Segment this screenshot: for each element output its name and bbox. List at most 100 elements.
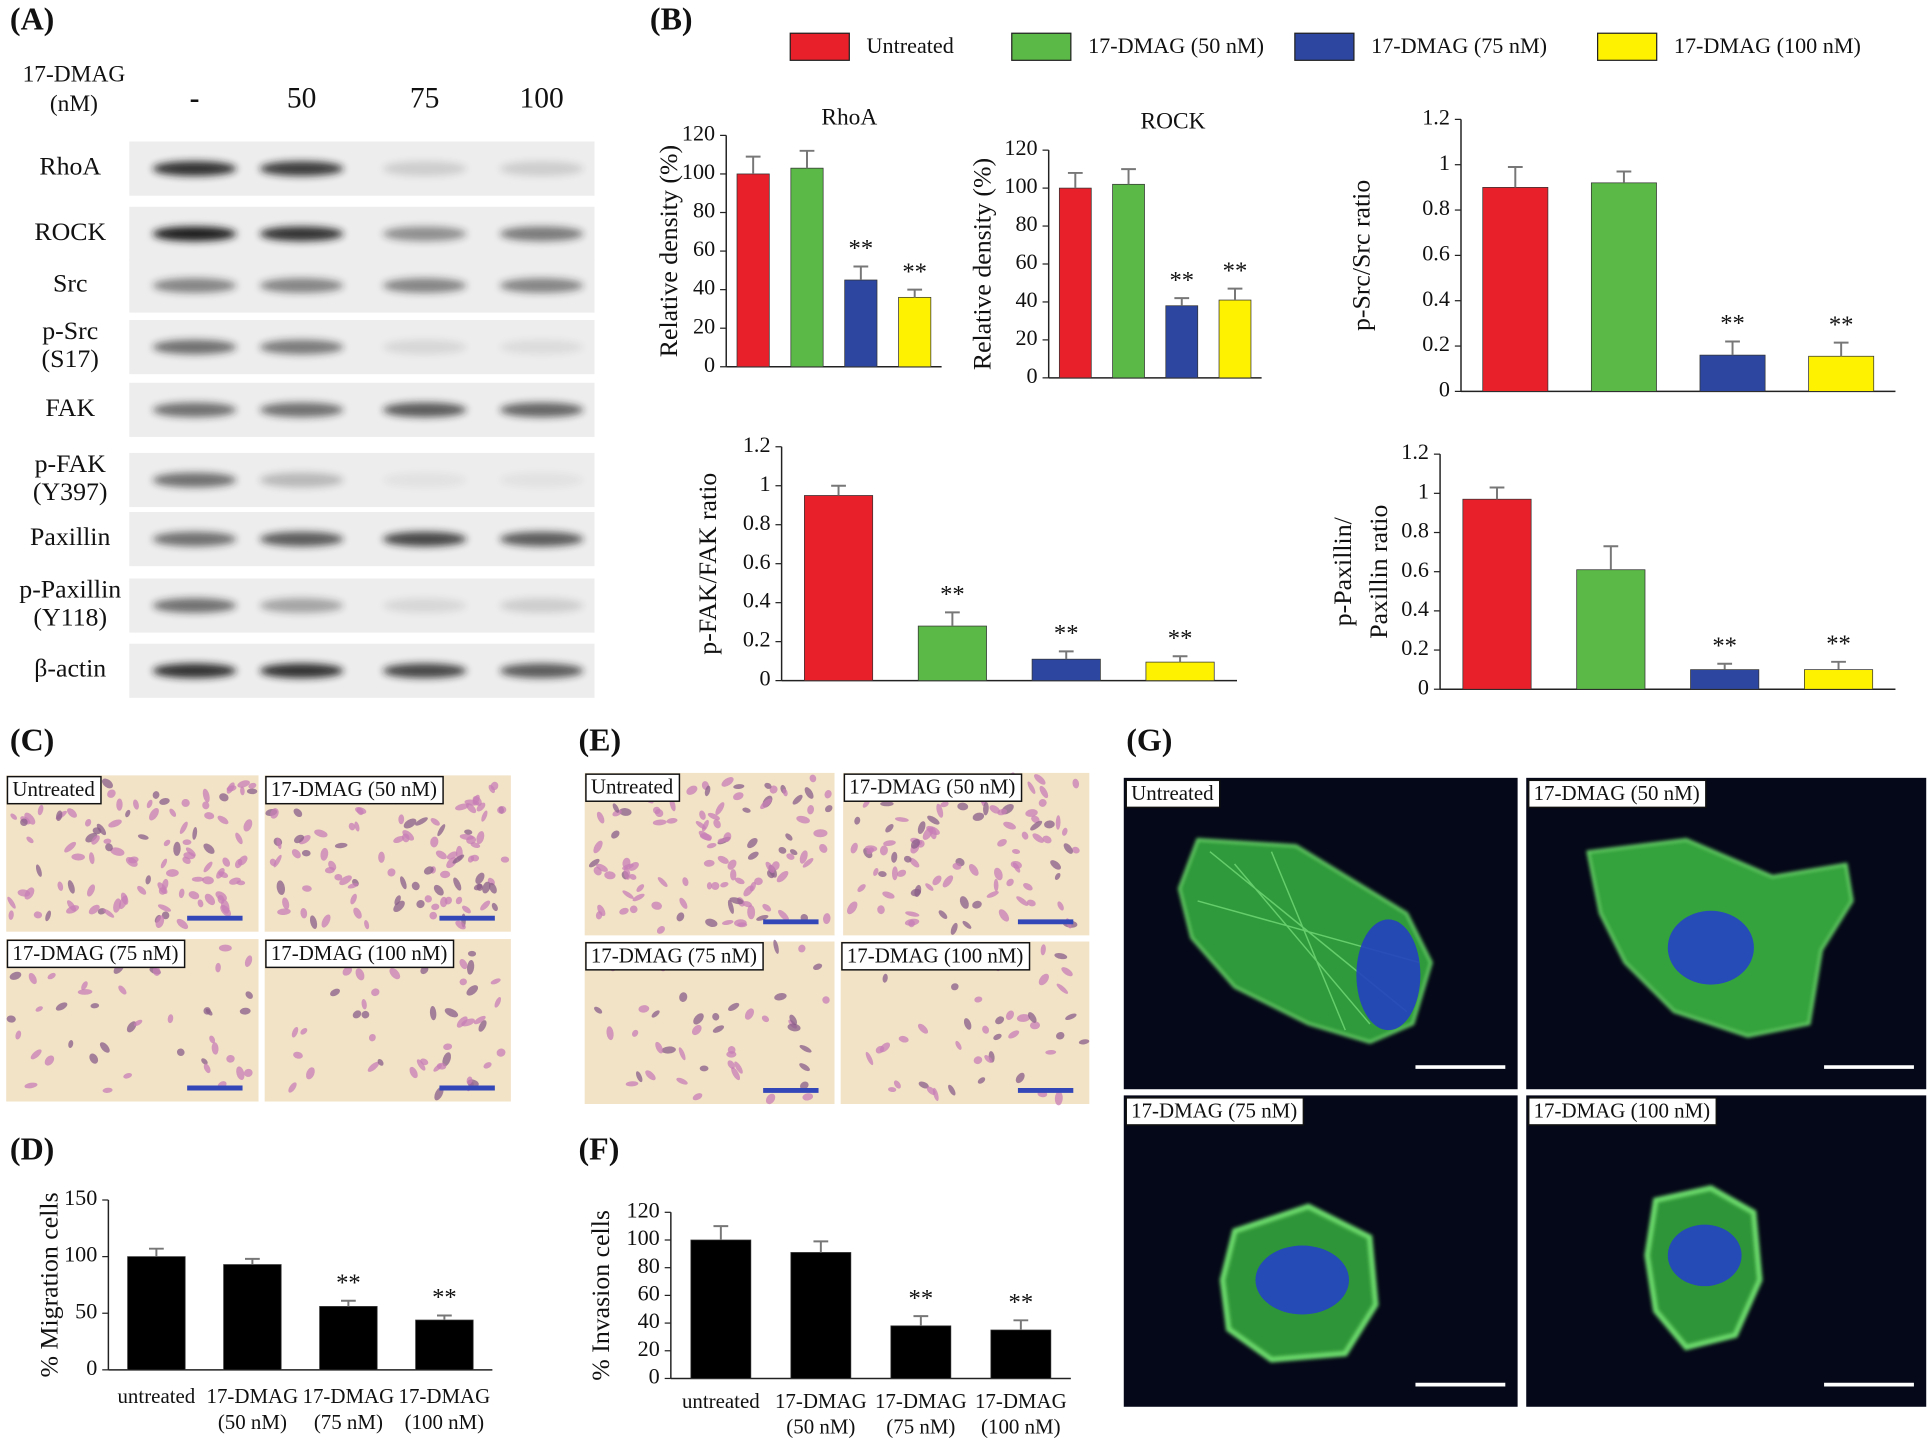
cell	[866, 847, 874, 855]
cell	[490, 978, 501, 985]
x-tick-label: untreated	[117, 1384, 195, 1408]
cell	[825, 805, 833, 813]
bar	[1482, 187, 1549, 392]
cell	[880, 801, 894, 807]
cell	[77, 989, 93, 995]
cell	[968, 864, 979, 876]
y-tick-label: 120	[1004, 135, 1037, 160]
cell	[291, 849, 301, 859]
cell	[91, 835, 100, 845]
cell	[24, 1082, 38, 1089]
y-tick-label: 20	[1015, 325, 1037, 350]
y-tick-label: 0	[704, 352, 715, 377]
cell	[1219, 1203, 1379, 1363]
cell	[64, 841, 77, 853]
error-bar	[1489, 486, 1505, 500]
cell	[638, 1005, 650, 1013]
bar	[1462, 498, 1532, 690]
panel-label: (A)	[10, 0, 54, 36]
cell	[9, 971, 22, 980]
cell	[181, 798, 190, 807]
cell	[67, 808, 77, 818]
cell	[611, 830, 620, 839]
cell	[903, 855, 912, 863]
cell	[707, 812, 720, 821]
significance: **	[1712, 632, 1737, 659]
cell	[942, 875, 954, 888]
significance: **	[1223, 257, 1248, 284]
y-tick-label: 60	[693, 236, 715, 261]
bar	[1058, 187, 1092, 379]
blot-band	[152, 531, 237, 547]
blot-band	[259, 339, 344, 355]
cell	[799, 1063, 810, 1072]
y-tick-label: 0.2	[1401, 635, 1429, 660]
significance: **	[1009, 1289, 1034, 1316]
blot-band	[152, 402, 237, 418]
cell	[433, 884, 444, 896]
x-tick-label: 17-DMAG	[399, 1384, 491, 1408]
cell	[787, 1023, 801, 1032]
cell	[202, 876, 214, 885]
blot-band	[152, 161, 237, 176]
bar	[898, 296, 932, 368]
cell	[155, 915, 165, 929]
x-tick-label: untreated	[682, 1389, 760, 1413]
y-tick-label: 0.6	[1422, 240, 1450, 265]
cell	[1008, 1030, 1020, 1039]
cell	[476, 831, 485, 845]
cell	[1042, 835, 1052, 844]
cell	[57, 881, 64, 891]
cell	[932, 875, 942, 886]
cell	[926, 825, 940, 835]
cell	[813, 963, 823, 971]
cell	[321, 914, 331, 928]
cell	[169, 808, 177, 817]
bar	[736, 173, 770, 368]
significance: **	[432, 1284, 457, 1311]
cell	[888, 1087, 897, 1093]
cell	[203, 1007, 211, 1015]
chart-title: ROCK	[1141, 108, 1206, 134]
cell	[103, 908, 115, 918]
cell	[733, 792, 744, 801]
y-tick-label: 0.8	[743, 510, 771, 535]
image-label-box	[1125, 779, 1221, 809]
bar	[1804, 669, 1874, 690]
y-tick-label: 0	[1027, 363, 1038, 388]
cell	[166, 869, 179, 877]
cell	[917, 821, 926, 835]
lane-label: 100	[519, 83, 563, 115]
cell	[1054, 1091, 1063, 1106]
cell	[99, 1042, 110, 1053]
cell	[877, 905, 885, 915]
cell	[490, 781, 499, 791]
blot-band	[152, 663, 237, 679]
blot-band	[499, 663, 584, 679]
cell	[786, 853, 795, 860]
cell	[496, 1048, 506, 1057]
cell	[679, 992, 688, 1002]
cell	[470, 842, 481, 848]
blot-row-label: ROCK	[34, 217, 106, 246]
cell	[355, 968, 365, 981]
cell	[217, 895, 225, 904]
cell	[730, 869, 737, 881]
cell	[436, 1062, 447, 1070]
cell	[754, 877, 763, 886]
cell	[997, 808, 1008, 816]
x-tick-label: 17-DMAG	[875, 1389, 967, 1413]
cell	[813, 829, 828, 838]
y-tick-label: 1.2	[1422, 104, 1450, 129]
x-tick-label: (50 nM)	[786, 1415, 855, 1439]
cell	[430, 836, 439, 848]
y-axis-label: % Migration cells	[35, 1192, 64, 1377]
cell	[712, 1013, 720, 1021]
cell	[651, 901, 662, 910]
bar	[790, 1252, 852, 1379]
cell	[1005, 1010, 1014, 1021]
y-axis-label: Relative density (%)	[968, 158, 997, 370]
cell	[728, 1002, 740, 1012]
y-tick-label: 1.2	[1401, 439, 1429, 464]
blot-row-label: β-actin	[34, 654, 106, 683]
